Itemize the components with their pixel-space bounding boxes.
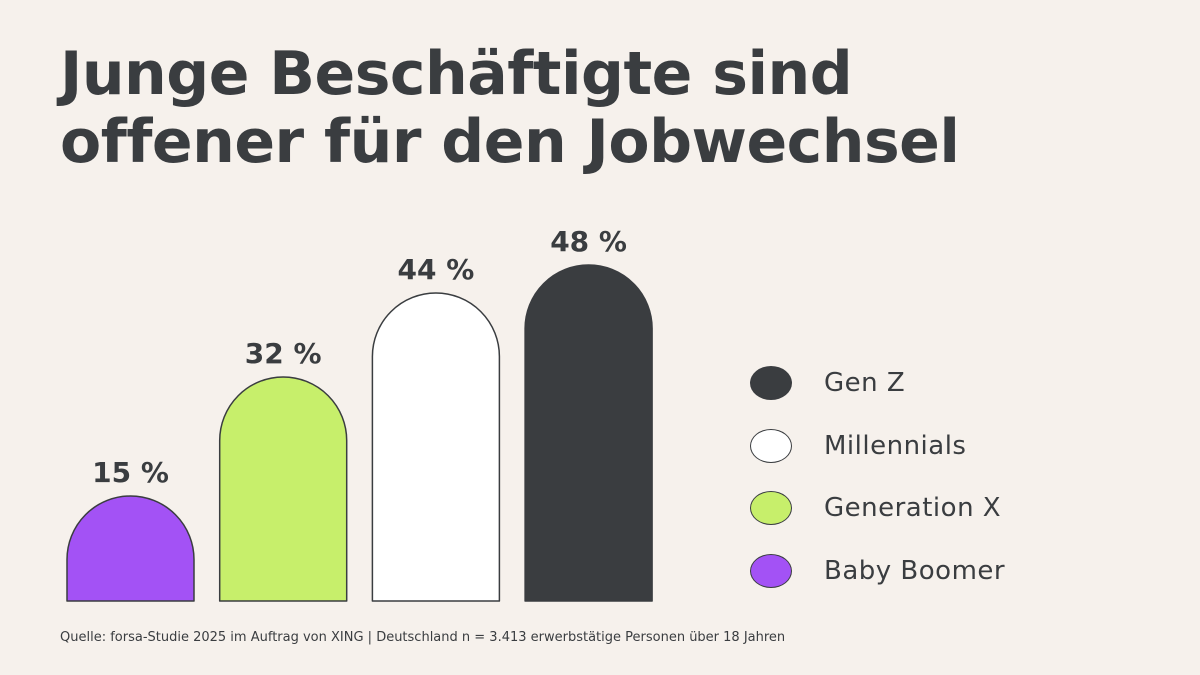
chart-legend: Gen Z Millennials Generation X Baby Boom… <box>750 364 1005 614</box>
value-label-gen-z: 48 % <box>550 225 627 258</box>
legend-label-millennials: Millennials <box>824 430 967 461</box>
value-label-millennials: 44 % <box>398 253 475 286</box>
legend-swatch-gen-z <box>750 366 792 400</box>
source-note: Quelle: forsa-Studie 2025 im Auftrag von… <box>60 630 786 645</box>
legend-label-gen-z: Gen Z <box>824 368 906 398</box>
legend-item-millennials: Millennials <box>750 427 1005 465</box>
legend-label-generation-x: Generation X <box>824 493 1002 523</box>
chart-title-line-1: Junge Beschäftigte sind <box>60 39 853 109</box>
chart-title-line-2: offener für den Jobwechsel <box>60 107 960 177</box>
legend-swatch-millennials <box>750 428 792 463</box>
chart-title: Junge Beschäftigte sind offener für den … <box>60 39 960 177</box>
bar-gen-z <box>524 264 653 602</box>
bar-millennials <box>371 292 501 602</box>
value-label-generation-x: 32 % <box>245 337 322 370</box>
bar-generation-x <box>218 376 348 602</box>
legend-item-baby-boomer: Baby Boomer <box>750 552 1005 590</box>
legend-label-baby-boomer: Baby Boomer <box>824 555 1006 586</box>
legend-item-gen-z: Gen Z <box>750 364 1005 402</box>
legend-swatch-generation-x <box>750 491 792 525</box>
value-label-baby-boomer: 15 % <box>92 456 169 489</box>
legend-swatch-baby-boomer <box>750 553 792 588</box>
bar-baby-boomer <box>66 495 195 602</box>
legend-item-generation-x: Generation X <box>750 489 1005 527</box>
